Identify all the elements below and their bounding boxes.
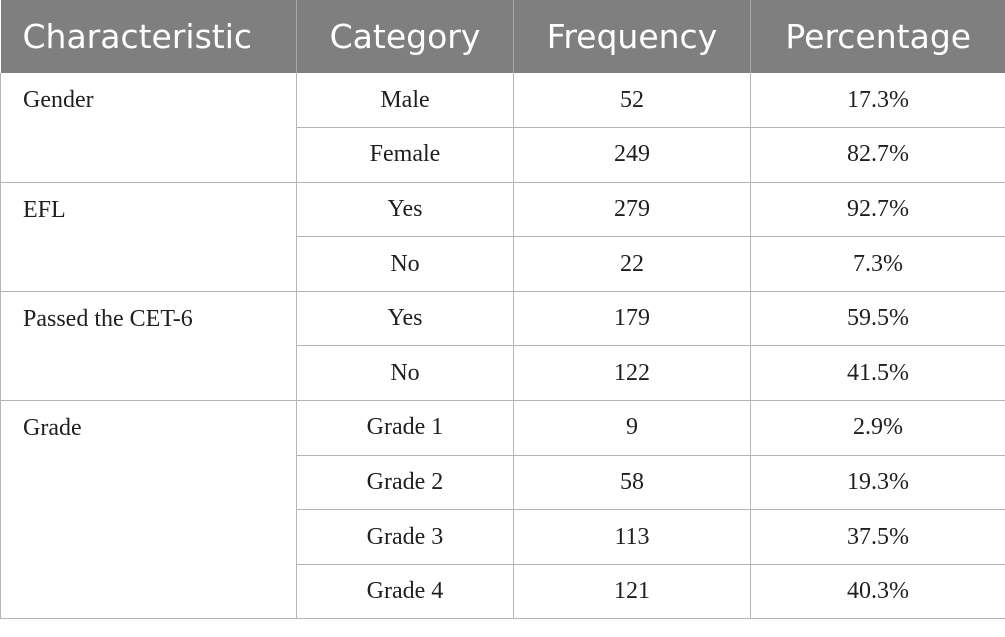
table-row: Grade 3 113 37.5% [1, 509, 1005, 565]
category-cell: Yes [296, 182, 514, 238]
table-row: EFL Yes 279 92.7% [0, 182, 1005, 292]
percentage-cell: 41.5% [750, 345, 1005, 402]
characteristic-gender: Gender [0, 73, 297, 183]
frequency-cell: 52 [513, 73, 751, 129]
category-cell: Grade 3 [296, 509, 514, 565]
frequency-cell: 113 [513, 509, 751, 565]
frequency-cell: 279 [513, 182, 751, 238]
header-category: Category [296, 0, 514, 73]
frequency-cell: 121 [513, 564, 751, 620]
frequency-cell: 22 [513, 236, 751, 292]
frequency-cell: 122 [513, 345, 751, 402]
header-frequency: Frequency [513, 0, 751, 73]
category-cell: Yes [296, 291, 514, 347]
header-characteristic: Characteristic [0, 0, 297, 73]
table-row: Passed the CET-6 Yes 179 59.5% [0, 291, 1005, 402]
percentage-cell: 19.3% [750, 455, 1005, 511]
category-cell: No [296, 345, 514, 402]
percentage-cell: 37.5% [750, 509, 1005, 565]
frequency-cell: 9 [513, 400, 751, 456]
frequency-cell: 179 [513, 291, 751, 347]
header-row: Characteristic Category Frequency Percen… [0, 0, 1005, 73]
category-cell: Male [296, 73, 514, 129]
table-row: Grade Grade 1 9 2.9% [0, 400, 1005, 620]
characteristic-efl: EFL [0, 182, 297, 292]
header-percentage: Percentage [750, 0, 1005, 73]
percentage-cell: 82.7% [750, 127, 1005, 183]
table-row: No 122 41.5% [1, 345, 1005, 402]
percentage-cell: 40.3% [750, 564, 1005, 620]
percentage-cell: 2.9% [750, 400, 1005, 456]
table-header: Characteristic Category Frequency Percen… [0, 0, 1005, 73]
category-cell: Grade 4 [296, 564, 514, 620]
category-cell: Grade 1 [296, 400, 514, 456]
percentage-cell: 7.3% [750, 236, 1005, 292]
percentage-cell: 59.5% [750, 291, 1005, 347]
table-row: No 22 7.3% [1, 236, 1005, 292]
percentage-cell: 92.7% [750, 182, 1005, 238]
demographics-table: Characteristic Category Frequency Percen… [0, 0, 1005, 620]
table-body: Gender Male 52 17.3% Female 249 82.7% EF… [0, 73, 1005, 620]
category-cell: Grade 2 [296, 455, 514, 511]
table-row: Grade 4 121 40.3% [1, 564, 1005, 620]
characteristic-cet6: Passed the CET-6 [0, 291, 297, 402]
percentage-cell: 17.3% [750, 73, 1005, 129]
category-cell: No [296, 236, 514, 292]
table-row: Female 249 82.7% [1, 127, 1005, 183]
category-cell: Female [296, 127, 514, 183]
frequency-cell: 58 [513, 455, 751, 511]
characteristic-grade: Grade [0, 400, 297, 620]
table-row: Gender Male 52 17.3% [0, 73, 1005, 183]
frequency-cell: 249 [513, 127, 751, 183]
